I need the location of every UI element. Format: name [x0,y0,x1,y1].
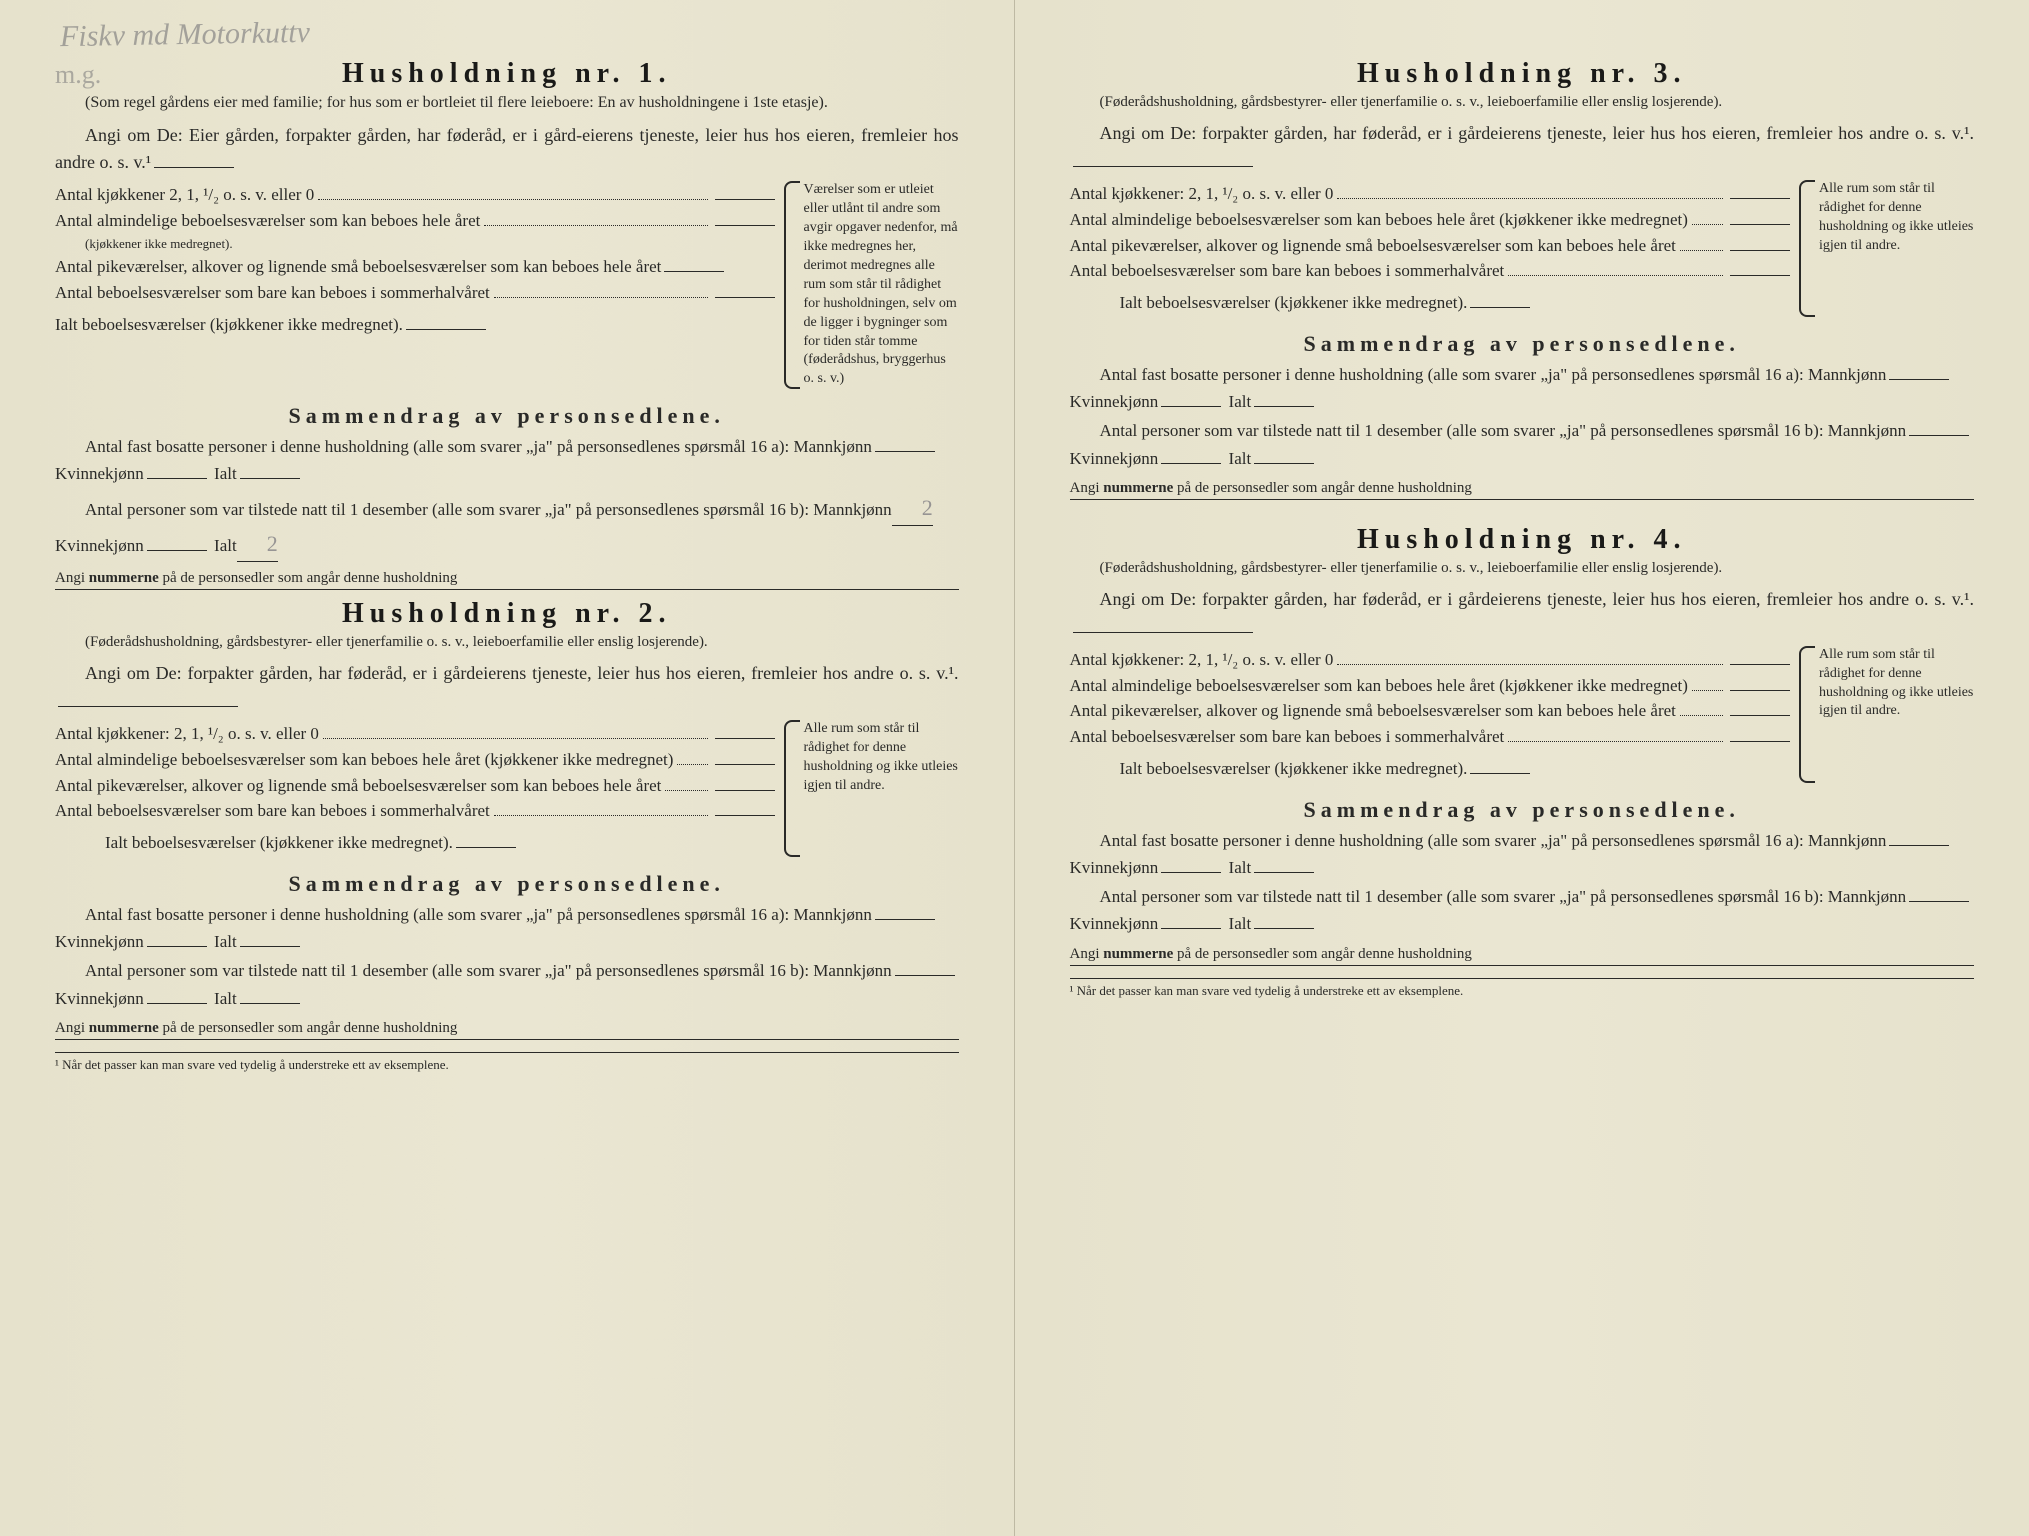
section-1-subtitle: (Som regel gårdens eier med familie; for… [55,92,959,114]
angi-nr-2: Angi nummerne på de personsedler som ang… [55,1020,959,1040]
side-note-1: Værelser som er utleiet eller utlånt til… [804,182,958,386]
section-3-rooms: Antal kjøkkener: 2, 1, ¹/₂ o. s. v. elle… [1070,180,1975,317]
angi-nr-4: Angi nummerne på de personsedler som ang… [1070,946,1975,966]
section-3-angi: Angi om De: forpakter gården, har føderå… [1070,120,1975,176]
section-3-title: Husholdning nr. 3. [1070,58,1975,90]
section-1-rooms: Antal kjøkkener 2, 1, ¹/₂ o. s. v. eller… [55,181,959,389]
section-4-rooms: Antal kjøkkener: 2, 1, ¹/₂ o. s. v. elle… [1070,646,1975,783]
footnote-left: ¹ Når det passer kan man svare ved tydel… [55,1052,959,1073]
footnote-right: ¹ Når det passer kan man svare ved tydel… [1070,978,1975,999]
stat-2b: Antal personer som var tilstede natt til… [55,957,959,1011]
stat-3b: Antal personer som var tilstede natt til… [1070,417,1975,471]
section-4-title: Husholdning nr. 4. [1070,524,1975,556]
section-4-angi: Angi om De: forpakter gården, har føderå… [1070,586,1975,642]
section-2-angi: Angi om De: forpakter gården, har føderå… [55,660,959,716]
section-1-title: Husholdning nr. 1. [55,58,959,90]
document-spread: Fiskv md Motorkuttv m.g. Husholdning nr.… [0,0,2029,1536]
right-page: Husholdning nr. 3. (Føderådshusholdning,… [1015,0,2029,1536]
stat-3a: Antal fast bosatte personer i denne hush… [1070,361,1975,415]
handwriting-top: Fiskv md Motorkuttv [60,16,310,54]
sammendrag-3-title: Sammendrag av personsedlene. [1070,331,1975,357]
side-note-4: Alle rum som står til rådighet for denne… [1819,647,1973,719]
handwriting-side: m.g. [55,60,101,90]
sammendrag-2-title: Sammendrag av personsedlene. [55,871,959,897]
stat-2a: Antal fast bosatte personer i denne hush… [55,901,959,955]
section-1-angi: Angi om De: Eier gården, forpakter gårde… [55,122,959,178]
angi-nr-1: Angi nummerne på de personsedler som ang… [55,570,959,590]
sammendrag-1-title: Sammendrag av personsedlene. [55,403,959,429]
side-note-3: Alle rum som står til rådighet for denne… [1819,181,1973,253]
section-3-subtitle: (Føderådshusholdning, gårdsbestyrer- ell… [1070,92,1975,112]
sammendrag-4-title: Sammendrag av personsedlene. [1070,797,1975,823]
stat-1a: Antal fast bosatte personer i denne hush… [55,433,959,487]
stat-4b: Antal personer som var tilstede natt til… [1070,883,1975,937]
stat-1b: Antal personer som var tilstede natt til… [55,490,959,562]
angi-nr-3: Angi nummerne på de personsedler som ang… [1070,480,1975,500]
section-2-title: Husholdning nr. 2. [55,598,959,630]
section-4-subtitle: (Føderådshusholdning, gårdsbestyrer- ell… [1070,558,1975,578]
stat-4a: Antal fast bosatte personer i denne hush… [1070,827,1975,881]
section-2-rooms: Antal kjøkkener: 2, 1, ¹/₂ o. s. v. elle… [55,720,959,857]
side-note-2: Alle rum som står til rådighet for denne… [804,721,958,793]
section-2-subtitle: (Føderådshusholdning, gårdsbestyrer- ell… [55,632,959,652]
left-page: Fiskv md Motorkuttv m.g. Husholdning nr.… [0,0,1015,1536]
